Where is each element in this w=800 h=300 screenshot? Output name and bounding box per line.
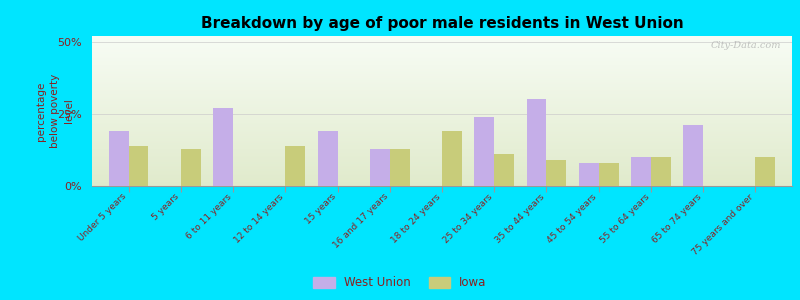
Bar bbox=[526, 100, 546, 186]
Text: 6 to 11 years: 6 to 11 years bbox=[184, 192, 233, 241]
Bar bbox=[631, 157, 651, 186]
Text: 75 years and over: 75 years and over bbox=[691, 192, 755, 256]
Text: 45 to 54 years: 45 to 54 years bbox=[546, 192, 598, 244]
Text: 55 to 64 years: 55 to 64 years bbox=[598, 192, 651, 245]
Bar bbox=[370, 148, 390, 186]
Text: Under 5 years: Under 5 years bbox=[77, 192, 129, 243]
Title: Breakdown by age of poor male residents in West Union: Breakdown by age of poor male residents … bbox=[201, 16, 683, 31]
Bar bbox=[286, 146, 305, 186]
Bar bbox=[546, 160, 566, 186]
Bar bbox=[651, 157, 671, 186]
Text: 5 years: 5 years bbox=[150, 192, 181, 222]
Bar bbox=[181, 148, 201, 186]
Bar bbox=[318, 131, 338, 186]
Bar bbox=[598, 163, 618, 186]
Bar bbox=[390, 148, 410, 186]
Text: 16 and 17 years: 16 and 17 years bbox=[331, 192, 390, 250]
Bar bbox=[755, 157, 775, 186]
Text: 25 to 34 years: 25 to 34 years bbox=[442, 192, 494, 244]
Text: 12 to 14 years: 12 to 14 years bbox=[233, 192, 286, 244]
Bar bbox=[494, 154, 514, 186]
Bar bbox=[129, 146, 149, 186]
Y-axis label: percentage
below poverty
level: percentage below poverty level bbox=[36, 74, 74, 148]
Bar bbox=[683, 125, 703, 186]
Bar bbox=[474, 117, 494, 186]
Text: 18 to 24 years: 18 to 24 years bbox=[390, 192, 442, 244]
Bar bbox=[442, 131, 462, 186]
Bar bbox=[109, 131, 129, 186]
Bar bbox=[579, 163, 598, 186]
Bar bbox=[213, 108, 233, 186]
Text: 15 years: 15 years bbox=[303, 192, 338, 226]
Text: 35 to 44 years: 35 to 44 years bbox=[494, 192, 546, 244]
Legend: West Union, Iowa: West Union, Iowa bbox=[309, 272, 491, 294]
Text: City-Data.com: City-Data.com bbox=[711, 40, 782, 50]
Text: 65 to 74 years: 65 to 74 years bbox=[650, 192, 703, 245]
